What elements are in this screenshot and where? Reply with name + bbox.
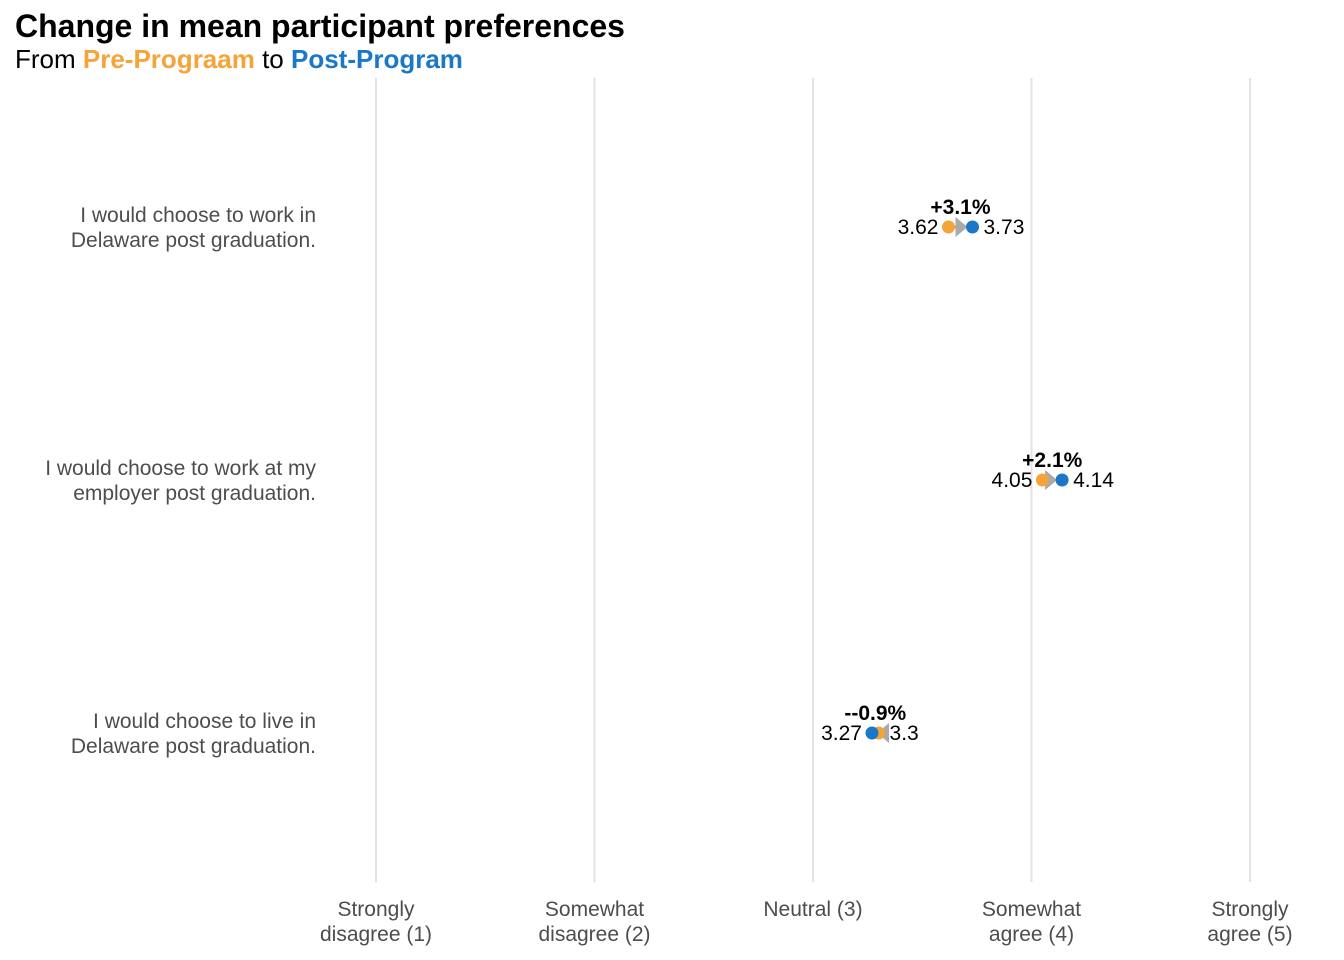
x-tick-label: Neutral (3)	[763, 898, 862, 921]
post-value-label: 3.27	[821, 722, 862, 745]
x-tick-label: disagree (1)	[320, 923, 432, 946]
y-category-label: Delaware post graduation.	[71, 229, 316, 252]
x-tick-label: disagree (2)	[538, 923, 650, 946]
y-category-label: Delaware post graduation.	[71, 735, 316, 758]
change-arrow-head	[955, 217, 968, 237]
y-category-label: employer post graduation.	[73, 482, 316, 505]
subtitle-pre-label: Pre-Prograam	[82, 44, 255, 74]
post-point	[966, 220, 980, 234]
post-value-label: 3.73	[984, 216, 1025, 239]
change-arrow-head	[1045, 470, 1058, 490]
change-percent-label: --0.9%	[844, 702, 906, 725]
post-value-label: 4.14	[1073, 469, 1114, 492]
post-point	[865, 726, 879, 740]
change-percent-label: +3.1%	[930, 196, 990, 219]
chart-title: Change in mean participant preferences	[15, 8, 625, 44]
y-category-label: I would choose to work in	[80, 204, 316, 227]
change-percent-label: +2.1%	[1022, 449, 1082, 472]
chart-subtitle: From Pre-Prograam to Post-Program	[15, 44, 463, 75]
pre-value-label: 4.05	[992, 469, 1033, 492]
post-point	[1055, 473, 1069, 487]
x-tick-label: Strongly	[1211, 898, 1289, 921]
x-tick-label: Somewhat	[545, 898, 644, 921]
x-tick-label: agree (4)	[989, 923, 1074, 946]
x-tick-label: Somewhat	[982, 898, 1081, 921]
pre-point	[1035, 473, 1049, 487]
x-tick-label: agree (5)	[1207, 923, 1292, 946]
subtitle-prefix: From	[15, 44, 83, 74]
pre-point	[941, 220, 955, 234]
y-category-label: I would choose to live in	[93, 710, 316, 733]
pre-value-label: 3.3	[890, 722, 919, 745]
subtitle-middle: to	[254, 44, 291, 74]
x-tick-label: Strongly	[337, 898, 415, 921]
pre-value-label: 3.62	[898, 216, 939, 239]
y-category-label: I would choose to work at my	[45, 457, 316, 480]
subtitle-post-label: Post-Program	[291, 44, 463, 74]
